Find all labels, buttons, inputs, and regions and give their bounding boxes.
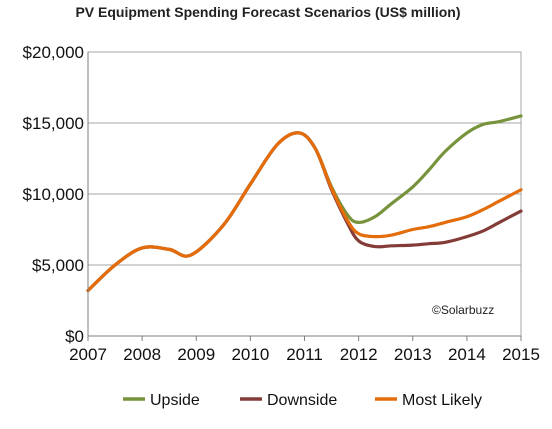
y-tick-label: $20,000 (23, 43, 84, 62)
gridlines (88, 51, 521, 266)
watermark-text: ©Solarbuzz (432, 303, 494, 317)
chart-title: PV Equipment Spending Forecast Scenarios… (75, 4, 460, 20)
series-lines (86, 114, 523, 293)
series-line-most-likely (86, 131, 523, 293)
y-axis-ticks: $0 $5,000 $10,000 $15,000 $20,000 (23, 43, 84, 346)
x-tick-label: 2010 (231, 345, 269, 364)
x-tick-label: 2007 (69, 345, 107, 364)
legend: Upside Downside Most Likely (123, 392, 482, 409)
x-tick-label: 2012 (340, 345, 378, 364)
x-tick-label: 2009 (177, 345, 215, 364)
y-tick-label: $5,000 (32, 256, 84, 275)
y-tick-label: $15,000 (23, 114, 84, 133)
legend-label-downside: Downside (267, 392, 337, 409)
x-tick-label: 2008 (123, 345, 161, 364)
x-tick-label: 2015 (502, 345, 540, 364)
axes (87, 52, 521, 337)
x-axis-ticks: 2007 2008 2009 2010 2011 2012 2013 2014 2015 (69, 336, 540, 364)
y-tick-label: $0 (65, 327, 84, 346)
x-tick-label: 2014 (448, 345, 486, 364)
x-tick-label: 2011 (286, 345, 323, 364)
legend-label-upside: Upside (150, 392, 200, 409)
legend-label-most-likely: Most Likely (402, 392, 482, 409)
x-tick-label: 2013 (394, 345, 432, 364)
y-tick-label: $10,000 (23, 185, 84, 204)
